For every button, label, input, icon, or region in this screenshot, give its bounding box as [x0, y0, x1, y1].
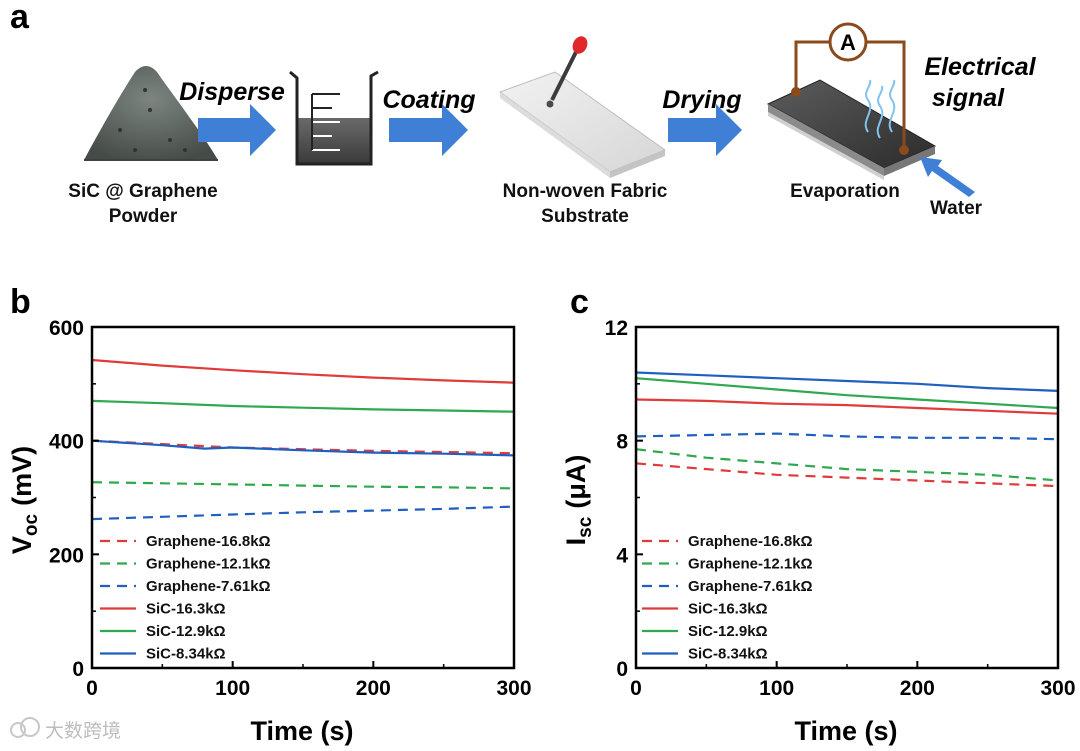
vapor-wisps-icon: [864, 79, 896, 139]
chart-b-legend-label-1: Graphene-16.8kΩ: [146, 533, 271, 550]
powder-caption-line1: SiC @ Graphene: [68, 181, 217, 202]
step-label-drying: Drying: [662, 86, 741, 114]
chart-b-y-tick-label: 0: [72, 658, 84, 681]
chart-c-plot-area: 0 100 200 300 0 4 8 12 Graphene-16.8kΩ Graphene-1…: [605, 317, 1076, 700]
panel-a: a SiC @ Graphene Powder Disperse Coatin: [10, 0, 1037, 227]
chart-b-x-axis-title: Time (s): [250, 716, 353, 746]
chart-c-y-axis-symbol: I: [561, 538, 591, 546]
chart-c-legend-label-3: Graphene-7.61kΩ: [688, 578, 813, 595]
chart-b-plot-area: 0 100 200 300 0 200 400 600 Graphene-16.8kΩ Graph…: [49, 317, 532, 700]
chart-b-legend-label-3: Graphene-7.61kΩ: [146, 578, 271, 595]
chart-c-x-axis-title: Time (s): [794, 716, 897, 746]
chart-b-legend-label-5: SiC-12.9kΩ: [146, 623, 226, 640]
powder-caption-line2: Powder: [109, 206, 178, 227]
process-arrow-2: [389, 104, 468, 156]
chart-c-series-line-5: [635, 377, 1059, 410]
chart-c-legend-label-5: SiC-12.9kΩ: [688, 623, 768, 640]
chart-c-y-tick-label: 4: [616, 544, 628, 567]
panel-b-voltage-chart: b 0 100 200 300 0 200 400 600 Graphene-16.8kΩ Gra…: [7, 283, 532, 746]
chart-b-y-axis-unit: (mV): [7, 446, 37, 506]
circuit-wires: [791, 40, 909, 155]
fabric-substrate-illustration: [498, 71, 667, 178]
chart-c-x-tick-label: 100: [759, 677, 794, 700]
chart-b-y-tick-label: 600: [49, 317, 84, 340]
device-illustration: [766, 79, 937, 180]
chart-b-series-line-2: [91, 481, 515, 490]
panel-letter-b: b: [10, 283, 31, 321]
chart-c-series-line-6: [635, 371, 1059, 392]
chart-c-legend-label-4: SiC-16.3kΩ: [688, 601, 768, 618]
watermark: 大数跨境: [10, 717, 121, 742]
water-inflow-arrow: [920, 157, 975, 197]
step-label-disperse: Disperse: [179, 78, 285, 106]
chart-b-legend-label-6: SiC-8.34kΩ: [146, 646, 226, 663]
chart-b-legend-label-2: Graphene-12.1kΩ: [146, 556, 271, 573]
substrate-caption-line1: Non-woven Fabric: [503, 181, 668, 202]
chart-b-series-line-5: [91, 399, 515, 413]
chart-c-x-tick-label: 200: [900, 677, 935, 700]
process-arrow-1: [198, 104, 276, 156]
chart-c-legend-label-6: SiC-8.34kΩ: [688, 646, 768, 663]
chart-c-series-line-2: [635, 448, 1059, 482]
substrate-caption-line2: Substrate: [541, 206, 629, 227]
chart-c-legend-label-1: Graphene-16.8kΩ: [688, 533, 813, 550]
chart-b-x-tick-label: 100: [215, 677, 250, 700]
panel-letter-a: a: [10, 0, 30, 36]
beaker-icon: [289, 70, 379, 166]
powder-pile-illustration: [84, 66, 218, 161]
chart-c-x-tick-label: 0: [630, 677, 642, 700]
chart-c-y-tick-label: 8: [616, 431, 628, 454]
chart-b-x-tick-label: 200: [356, 677, 391, 700]
watermark-logo-icon: [10, 722, 26, 738]
chart-c-y-axis-title: Isc (μA): [561, 455, 596, 546]
chart-b-x-tick-label: 0: [86, 677, 98, 700]
chart-c-series-line-3: [635, 432, 1059, 441]
chart-c-series-line-4: [635, 398, 1059, 415]
water-label: Water: [930, 198, 983, 219]
evaporation-label: Evaporation: [790, 181, 900, 202]
chart-b-legend-label-4: SiC-16.3kΩ: [146, 601, 226, 618]
ammeter-symbol: A: [840, 30, 856, 55]
chart-c-y-tick-label: 12: [605, 317, 628, 340]
chart-b-y-tick-label: 400: [49, 431, 84, 454]
chart-c-series-line-1: [635, 462, 1059, 488]
chart-b-series-line-4: [91, 358, 515, 384]
chart-b-y-tick-label: 200: [49, 544, 84, 567]
chart-c-x-tick-label: 300: [1040, 677, 1075, 700]
chart-b-y-axis-title: Voc (mV): [7, 446, 42, 554]
chart-b-series-line-3: [91, 505, 515, 521]
process-arrow-3: [668, 104, 742, 156]
signal-label-line2: signal: [932, 84, 1005, 112]
signal-label-line1: Electrical: [924, 53, 1036, 81]
dropper-icon: [546, 36, 588, 108]
chart-c-y-tick-label: 0: [616, 658, 628, 681]
watermark-text: 大数跨境: [45, 720, 121, 742]
chart-c-legend-label-2: Graphene-12.1kΩ: [688, 556, 813, 573]
panel-c-current-chart: c 0 100 200 300 0 4 8 12 Graphene-16.8kΩ Graphene…: [561, 283, 1076, 746]
ammeter-icon: A: [828, 22, 868, 62]
chart-c-y-axis-subscript: sc: [575, 516, 596, 538]
chart-b-y-axis-symbol: V: [7, 536, 37, 554]
panel-letter-c: c: [570, 283, 589, 321]
chart-b-x-tick-label: 300: [496, 677, 531, 700]
chart-b-series-line-6: [91, 439, 515, 457]
chart-b-y-axis-subscript: oc: [21, 513, 42, 536]
chart-c-y-axis-unit: (μA): [561, 455, 591, 509]
step-label-coating: Coating: [382, 86, 475, 114]
